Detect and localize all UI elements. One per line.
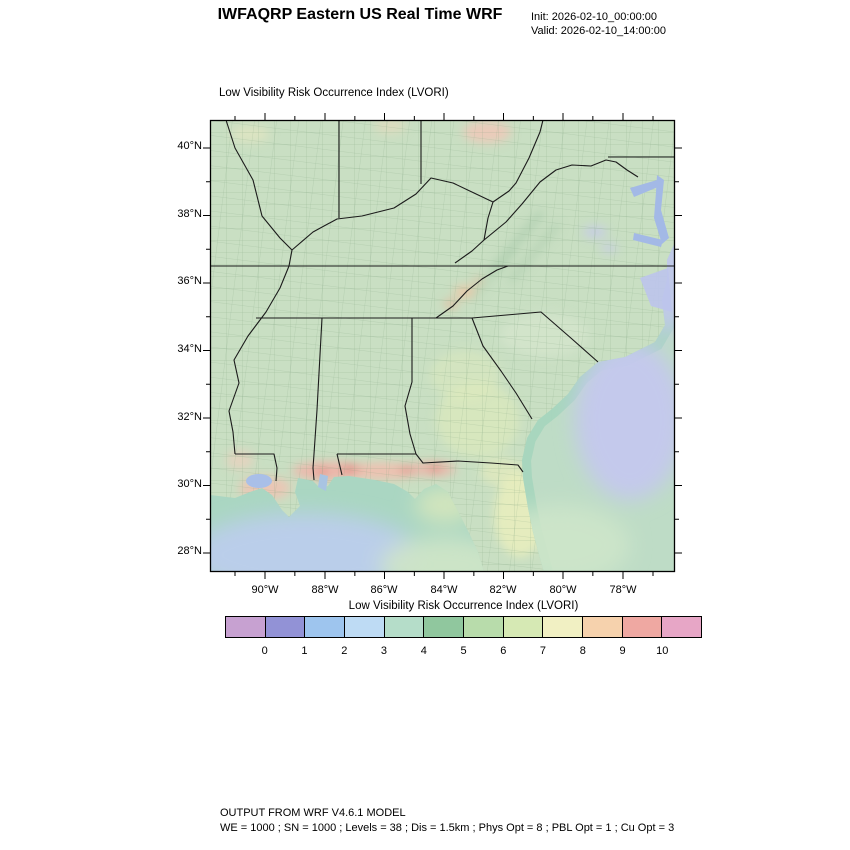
colorbar-cell: [582, 616, 623, 638]
valid-time: Valid: 2026-02-10_14:00:00: [531, 25, 666, 37]
colorbar-cell: [304, 616, 346, 638]
colorbar-title: Low Visibility Risk Occurrence Index (LV…: [348, 600, 579, 612]
model-config-footer: OUTPUT FROM WRF V4.6.1 MODEL WE = 1000 ;…: [220, 806, 674, 836]
colorbar-tick: 5: [460, 645, 467, 657]
lon-tick-label: 90°W: [251, 584, 279, 596]
colorbar: Low Visibility Risk Occurrence Index (LV…: [225, 600, 703, 657]
axis-ticks: [203, 113, 682, 579]
state-borders: [210, 120, 675, 482]
colorbar-cell: [225, 616, 266, 638]
footer-line1: OUTPUT FROM WRF V4.6.1 MODEL: [220, 807, 406, 819]
colorbar-cell: [502, 616, 544, 638]
colorbar-cells: [225, 616, 703, 638]
init-time: Init: 2026-02-10_00:00:00: [531, 11, 657, 23]
run-info: Init: 2026-02-10_00:00:00 Valid: 2026-02…: [531, 10, 666, 38]
colorbar-cell: [264, 616, 306, 638]
colorbar-tick: 10: [656, 645, 669, 657]
colorbar-cell: [621, 616, 663, 638]
lat-tick-label: 38°N: [177, 208, 202, 220]
map-plot-area: [203, 113, 682, 579]
colorbar-cell: [661, 616, 703, 638]
colorbar-cell: [542, 616, 584, 638]
colorbar-cell: [463, 616, 504, 638]
colorbar-tick: 1: [301, 645, 308, 657]
chesapeake-bay: [630, 175, 669, 247]
lat-tick-label: 40°N: [177, 140, 202, 152]
lon-tick-label: 80°W: [549, 584, 577, 596]
lon-tick-label: 88°W: [311, 584, 339, 596]
lat-tick-label: 36°N: [177, 275, 202, 287]
colorbar-cell: [344, 616, 385, 638]
colorbar-tick: 4: [420, 645, 427, 657]
colorbar-tick-labels: 0 1 2 3 4 5 6 7 8 9 10: [225, 638, 702, 657]
colorbar-cell: [383, 616, 425, 638]
plot-frame: [209, 119, 676, 573]
colorbar-tick: 7: [539, 645, 547, 657]
lon-tick-label: 84°W: [430, 584, 458, 596]
colorbar-cell: [423, 616, 465, 638]
pamlico-sound: [640, 268, 672, 312]
plot-subtitle: Low Visibility Risk Occurrence Index (LV…: [219, 87, 449, 99]
page-title: IWFAQRP Eastern US Real Time WRF: [217, 6, 503, 23]
lon-tick-label: 78°W: [609, 584, 637, 596]
colorbar-tick: 2: [341, 645, 348, 657]
lon-tick-label: 82°W: [489, 584, 517, 596]
lon-tick-label: 86°W: [370, 584, 398, 596]
lat-tick-label: 34°N: [177, 343, 202, 355]
colorbar-tick: 9: [619, 645, 626, 657]
colorbar-tick: 8: [579, 645, 586, 657]
lat-tick-label: 28°N: [177, 545, 202, 557]
lat-tick-label: 32°N: [177, 411, 202, 423]
colorbar-tick: 0: [261, 645, 268, 657]
footer-line2: WE = 1000 ; SN = 1000 ; Levels = 38 ; Di…: [220, 822, 675, 834]
colorbar-tick: 6: [500, 645, 507, 657]
lvori-map: [203, 113, 682, 579]
colorbar-tick: 3: [380, 645, 388, 657]
lat-tick-label: 30°N: [177, 478, 202, 490]
mobile-bay: [318, 474, 328, 491]
lake-pontchartrain: [246, 474, 272, 488]
